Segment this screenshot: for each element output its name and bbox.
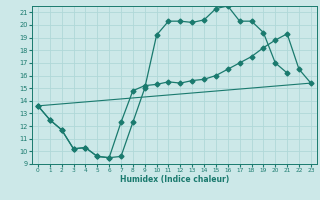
X-axis label: Humidex (Indice chaleur): Humidex (Indice chaleur)	[120, 175, 229, 184]
